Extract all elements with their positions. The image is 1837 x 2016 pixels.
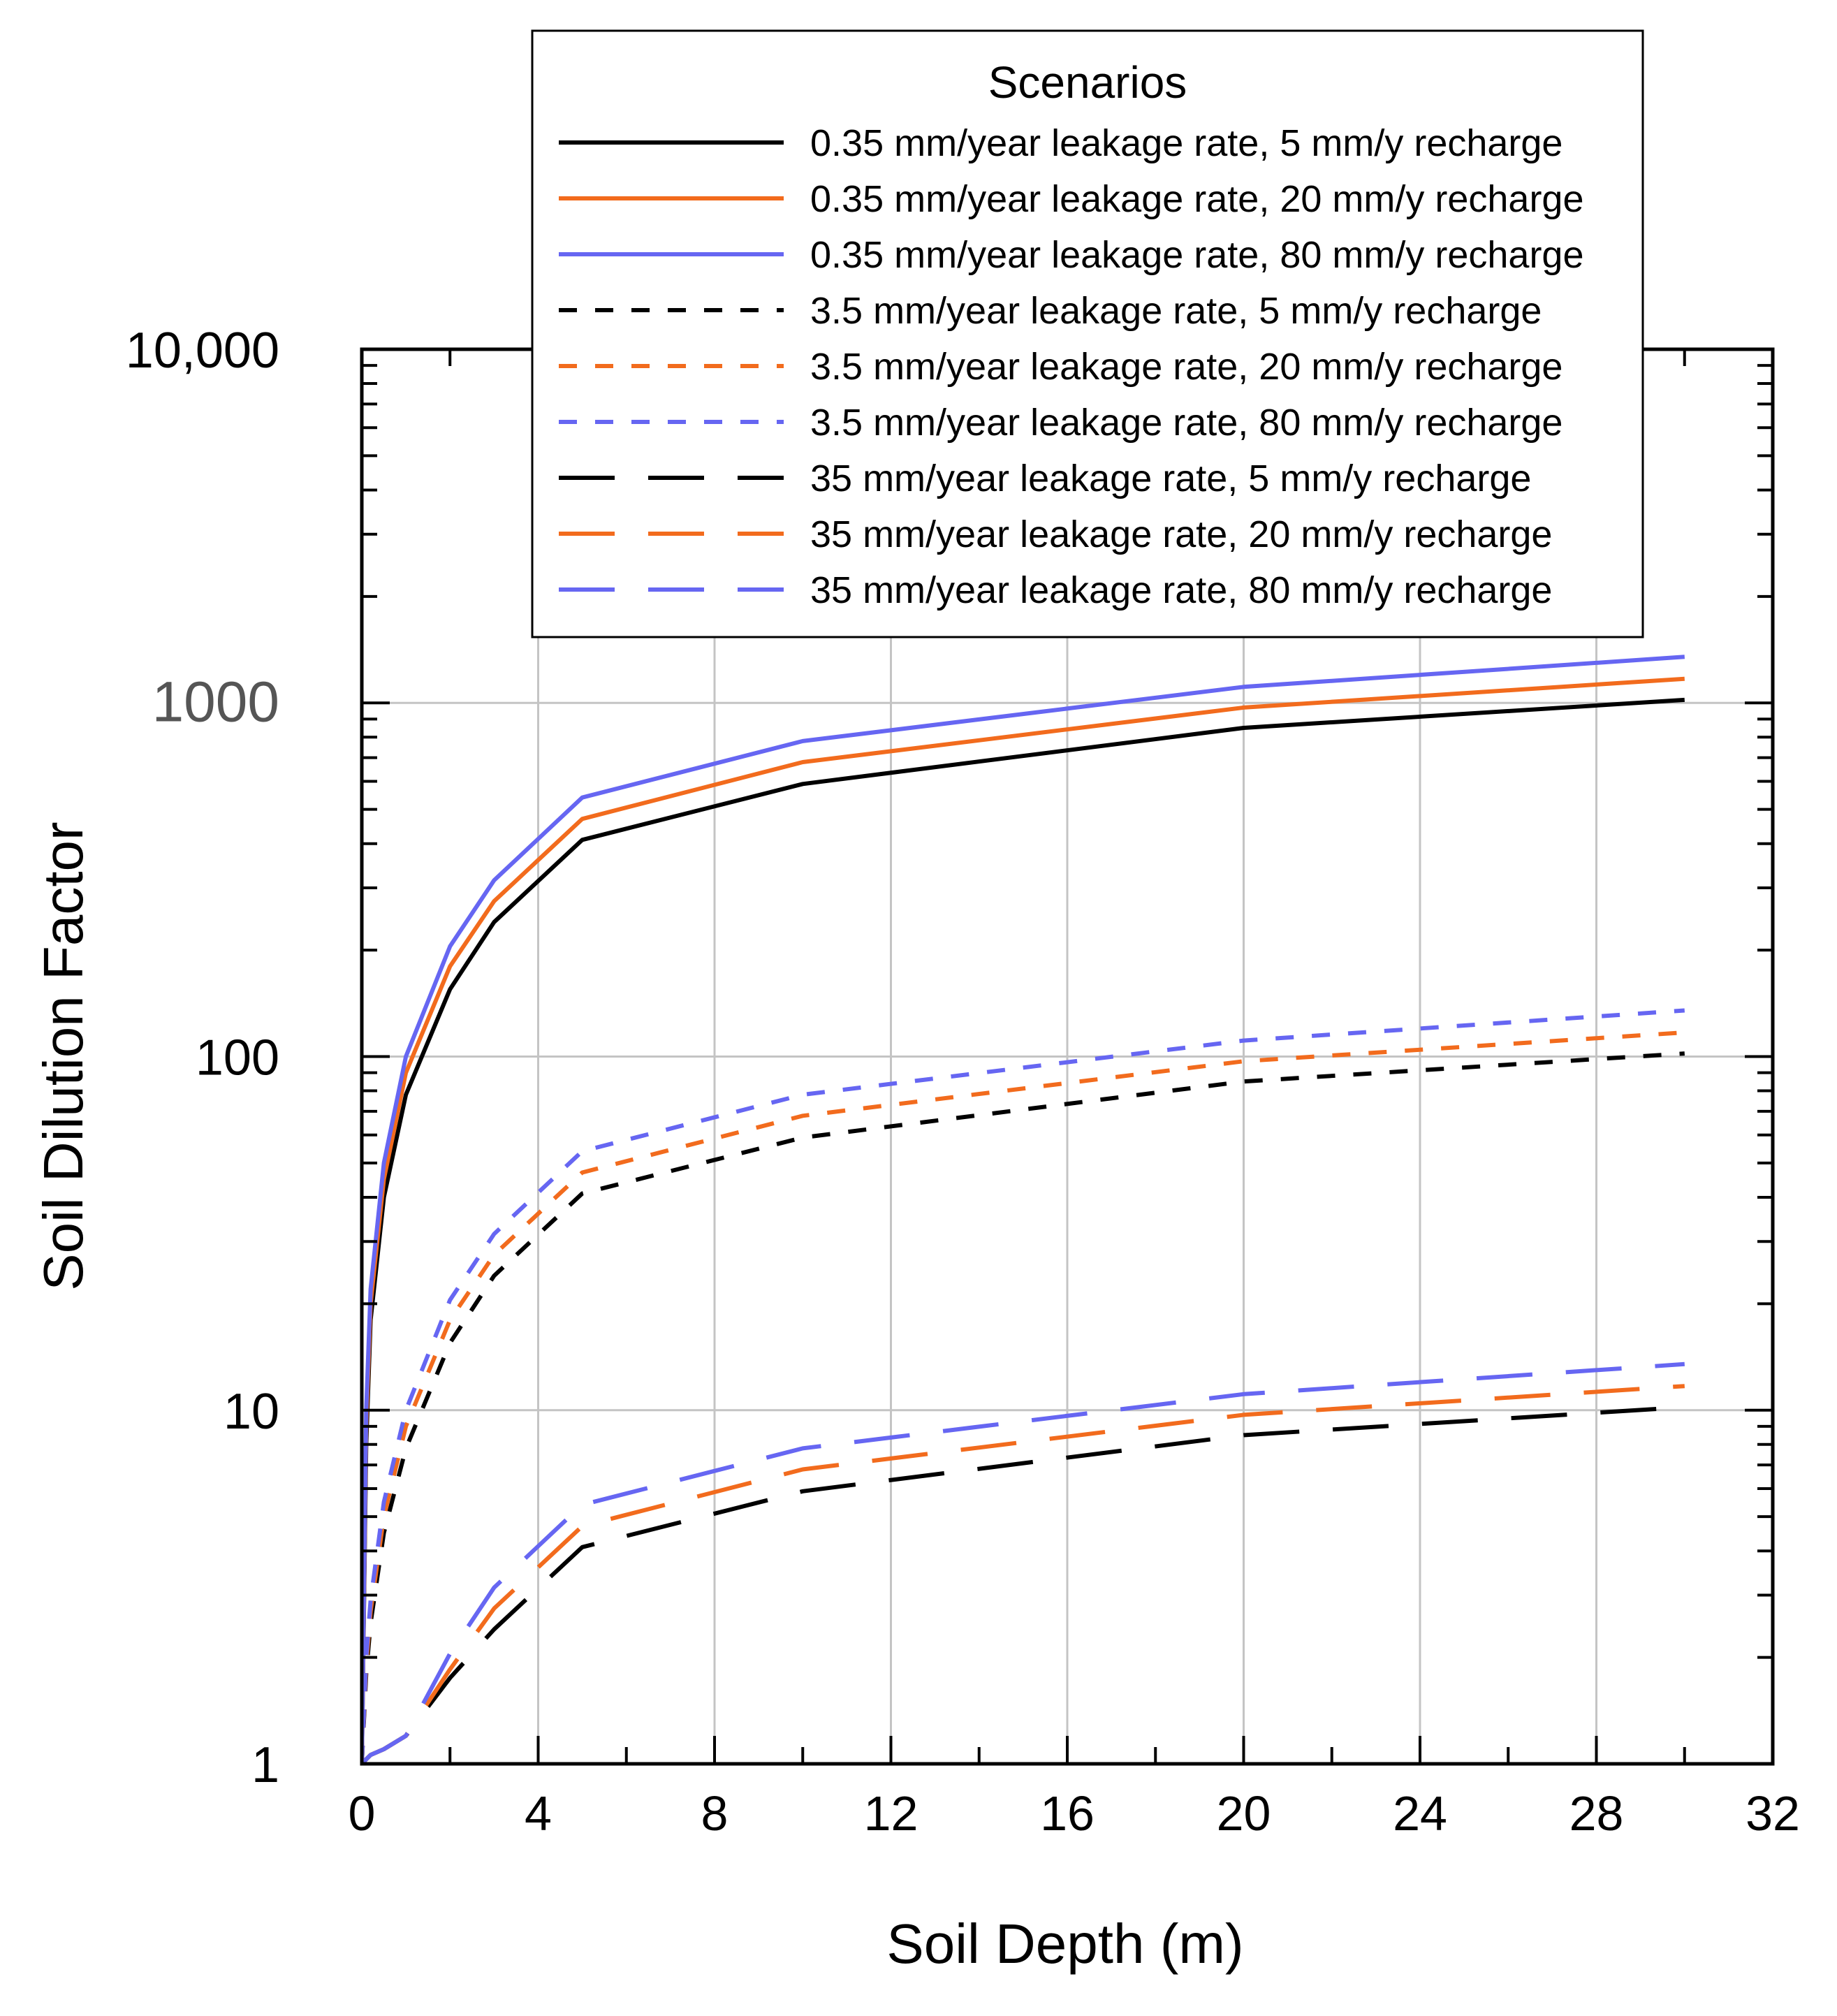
y-tick-label: 10 bbox=[224, 1384, 279, 1440]
legend-label-6: 3.5 mm/year leakage rate, 80 mm/y rechar… bbox=[810, 402, 1562, 444]
x-tick-label: 16 bbox=[1040, 1786, 1095, 1841]
legend-label-8: 35 mm/year leakage rate, 20 mm/y recharg… bbox=[810, 513, 1552, 555]
series-layer bbox=[362, 655, 1685, 1764]
y-tick-label: 1 bbox=[251, 1737, 279, 1793]
y-tick-label: 100 bbox=[196, 1030, 279, 1086]
y-axis-label: Soil Dilution Factor bbox=[32, 821, 94, 1290]
legend-label-7: 35 mm/year leakage rate, 5 mm/y recharge bbox=[810, 458, 1531, 499]
axes: 0 4 8 12 16 20 24 28 32 1 10 100 1000 10,000 bbox=[126, 323, 1800, 1841]
x-tick-label: 20 bbox=[1217, 1786, 1271, 1841]
x-tick-label: 28 bbox=[1569, 1786, 1624, 1841]
legend: Scenarios 0.35 mm/year leakage rate, 5 mm… bbox=[531, 29, 1644, 638]
series-line-5 bbox=[362, 1030, 1685, 1764]
x-tick-label: 32 bbox=[1745, 1786, 1800, 1841]
legend-label-3: 0.35 mm/year leakage rate, 80 mm/y recha… bbox=[810, 234, 1584, 276]
x-axis-label: Soil Depth (m) bbox=[886, 1913, 1243, 1975]
x-tick-label: 0 bbox=[349, 1786, 376, 1841]
legend-label-5: 3.5 mm/year leakage rate, 20 mm/y rechar… bbox=[810, 346, 1562, 388]
legend-title: Scenarios bbox=[988, 57, 1187, 108]
x-tick-label: 8 bbox=[701, 1786, 729, 1841]
series-line-9 bbox=[362, 1361, 1685, 1764]
legend-box bbox=[531, 29, 1644, 638]
x-tick-label: 24 bbox=[1393, 1786, 1447, 1841]
y-tick-label: 1000 bbox=[152, 670, 279, 733]
legend-label-9: 35 mm/year leakage rate, 80 mm/y recharg… bbox=[810, 569, 1552, 611]
series-line-6 bbox=[362, 1008, 1685, 1764]
legend-label-2: 0.35 mm/year leakage rate, 20 mm/y recha… bbox=[810, 178, 1584, 220]
x-tick-label: 12 bbox=[864, 1786, 918, 1841]
series-line-3 bbox=[362, 655, 1685, 1764]
x-tick-label: 4 bbox=[525, 1786, 552, 1841]
y-tick-label: 10,000 bbox=[126, 323, 279, 379]
legend-label-4: 3.5 mm/year leakage rate, 5 mm/y recharg… bbox=[810, 290, 1542, 332]
legend-label-1: 0.35 mm/year leakage rate, 5 mm/y rechar… bbox=[810, 122, 1562, 164]
